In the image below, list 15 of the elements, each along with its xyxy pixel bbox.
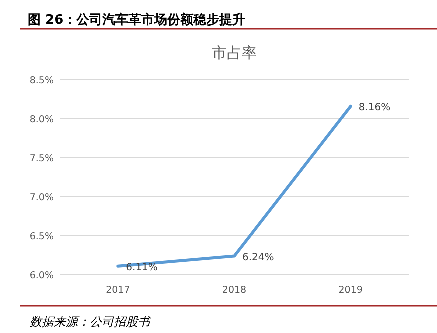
y-tick-label: 7.0% [30, 192, 54, 204]
x-tick-label: 2017 [106, 285, 130, 296]
y-tick-label: 6.5% [30, 232, 54, 242]
data-label: 6.24% [242, 252, 274, 264]
y-tick-label: 8.5% [30, 76, 54, 86]
source-note: 数据来源：公司招股书 [30, 315, 152, 329]
chart-subtitle: 市占率 [212, 44, 257, 62]
y-tick-label: 7.5% [30, 154, 54, 164]
x-tick-label: 2018 [222, 285, 247, 296]
x-tick-label: 2019 [338, 285, 363, 296]
data-label: 6.11% [126, 262, 158, 274]
chart-title: 图 26：公司汽车革市场份额稳步提升 [28, 12, 246, 28]
y-tick-label: 6.0% [30, 270, 54, 282]
y-tick-label: 8.0% [30, 114, 54, 126]
data-label: 8.16% [358, 102, 391, 114]
